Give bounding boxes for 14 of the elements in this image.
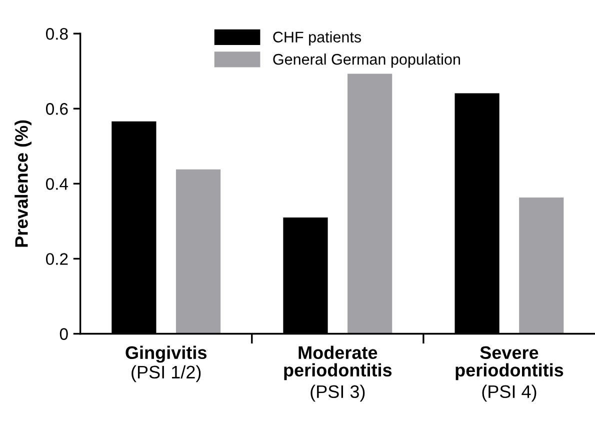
y-tick-label: 0.8 bbox=[46, 28, 68, 40]
bar bbox=[176, 169, 221, 334]
x-tick-label: Gingivitis (PSI 1/2) bbox=[126, 346, 206, 382]
y-tick-label: 0.2 bbox=[46, 253, 68, 265]
y-tick-label: 0 bbox=[60, 328, 68, 340]
y-tick-label: 0.4 bbox=[46, 178, 68, 190]
legend-label: General German population bbox=[273, 54, 460, 68]
y-tick-label: 0.6 bbox=[46, 103, 68, 115]
y-axis-title: Prevalence (%) bbox=[14, 120, 32, 247]
legend-label: CHF patients bbox=[273, 31, 362, 46]
x-tick-label: Moderate periodontitis (PSI 3) bbox=[284, 346, 392, 402]
bar bbox=[519, 198, 564, 334]
bar bbox=[348, 74, 392, 334]
x-tick-label: Severe periodontitis (PSI 4) bbox=[456, 346, 564, 402]
